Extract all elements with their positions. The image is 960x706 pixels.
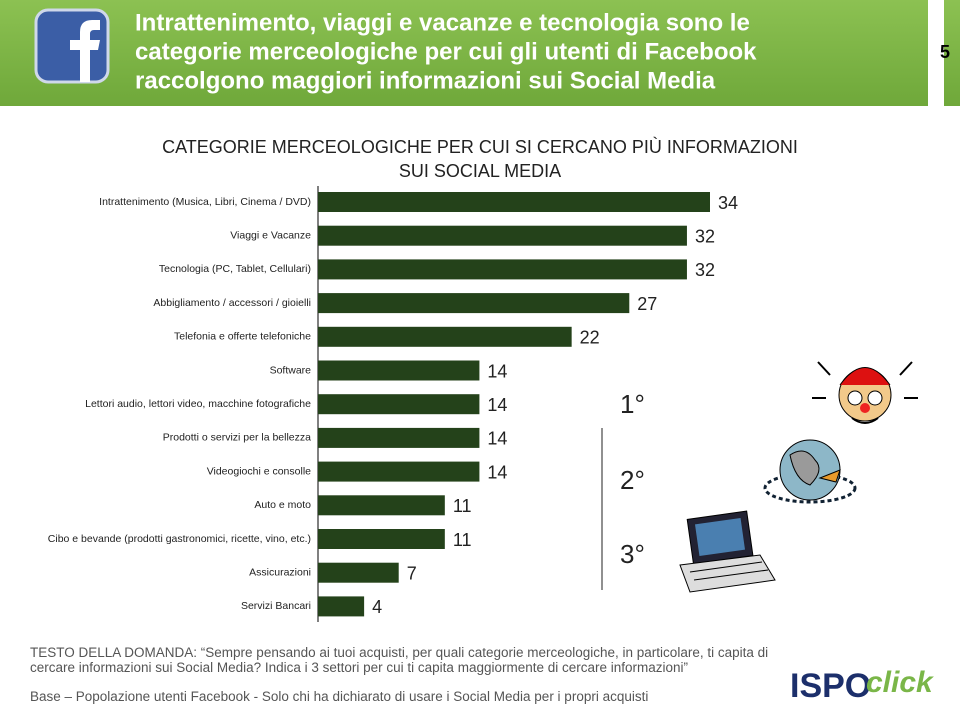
base-text: Base – Popolazione utenti Facebook - Sol… — [30, 689, 649, 704]
header-band — [0, 0, 928, 106]
rank-label: 1° — [620, 389, 645, 419]
value-label: 32 — [695, 260, 715, 280]
bar — [318, 427, 480, 448]
value-label: 14 — [487, 462, 507, 482]
value-label: 14 — [487, 429, 507, 449]
value-label: 4 — [372, 597, 382, 617]
bar — [318, 192, 710, 212]
header-title: raccolgono maggiori informazioni sui Soc… — [135, 67, 716, 94]
category-label: Tecnologia (PC, Tablet, Cellulari) — [159, 263, 311, 275]
value-label: 34 — [718, 193, 738, 213]
bar — [318, 596, 365, 617]
category-label: Viaggi e Vacanze — [230, 229, 311, 241]
bar — [318, 529, 445, 549]
value-label: 14 — [487, 395, 507, 415]
category-label: Cibo e bevande (prodotti gastronomici, r… — [48, 533, 311, 545]
value-label: 27 — [637, 294, 657, 314]
chart-title: SUI SOCIAL MEDIA — [399, 161, 561, 181]
bar — [318, 259, 687, 280]
category-label: Software — [270, 364, 312, 376]
bar — [318, 461, 480, 482]
bar — [318, 293, 630, 314]
category-label: Abbigliamento / accessori / gioielli — [153, 297, 311, 309]
category-label: Servizi Bancari — [241, 600, 311, 612]
rank-label: 2° — [620, 465, 645, 495]
category-label: Telefonia e offerte telefoniche — [174, 331, 311, 343]
clipart-clown — [812, 361, 918, 424]
page-number: 5 — [940, 42, 950, 62]
category-label: Intrattenimento (Musica, Libri, Cinema /… — [99, 196, 311, 208]
bar — [318, 495, 445, 516]
value-label: 22 — [580, 328, 600, 348]
header-strip — [944, 0, 960, 106]
clipart-computer — [679, 510, 776, 593]
header-title: Intrattenimento, viaggi e vacanze e tecn… — [135, 9, 750, 36]
facebook-f — [70, 20, 100, 82]
bar — [318, 225, 687, 246]
rank-label: 3° — [620, 539, 645, 569]
bar — [318, 326, 572, 347]
header-title: categorie merceologiche per cui gli uten… — [135, 38, 757, 65]
category-label: Prodotti o servizi per la bellezza — [163, 432, 311, 444]
logo-ispo: ISPO — [790, 667, 871, 705]
value-label: 14 — [487, 361, 507, 381]
category-label: Assicurazioni — [249, 566, 311, 578]
bar — [318, 360, 480, 381]
category-label: Lettori audio, lettori video, macchine f… — [85, 398, 311, 410]
bar — [318, 394, 480, 415]
category-label: Videogiochi e consolle — [207, 465, 311, 477]
value-label: 11 — [453, 496, 472, 516]
question-text: TESTO DELLA DOMANDA: “Sempre pensando ai… — [30, 645, 769, 675]
bar — [318, 562, 399, 583]
chart-title: CATEGORIE MERCEOLOGICHE PER CUI SI CERCA… — [162, 136, 798, 157]
clipart-globe — [763, 439, 857, 504]
value-label: 32 — [695, 226, 715, 246]
logo-click: click — [866, 666, 934, 699]
category-label: Auto e moto — [254, 499, 311, 511]
value-label: 7 — [407, 563, 417, 583]
value-label: 11 — [453, 530, 472, 550]
